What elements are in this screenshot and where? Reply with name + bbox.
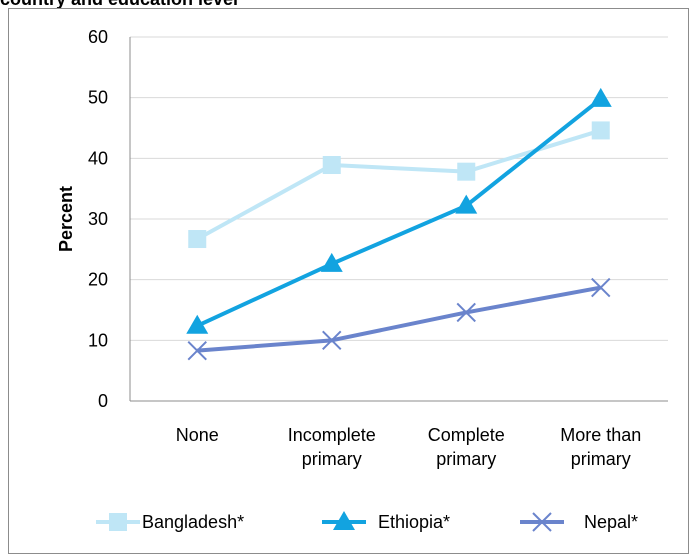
data-point: [188, 230, 207, 249]
data-point: [591, 277, 611, 298]
data-point: [455, 194, 478, 214]
data-point: [589, 87, 612, 107]
y-tick-label: 20: [88, 270, 108, 290]
chart-frame: [8, 8, 689, 554]
data-point: [322, 156, 341, 175]
data-point: [320, 252, 343, 272]
series-line: [196, 97, 602, 328]
y-tick-label: 60: [88, 27, 108, 47]
x-tick-label-line: primary: [436, 449, 496, 469]
x-tick-label-line: Complete: [428, 425, 505, 445]
y-tick-label: 50: [88, 88, 108, 108]
y-tick-label: 30: [88, 209, 108, 229]
series-markers: [186, 87, 612, 361]
x-tick-label: None: [176, 425, 219, 445]
y-tick-label: 10: [88, 330, 108, 350]
legend-label: Ethiopia*: [378, 512, 450, 532]
data-point: [186, 314, 209, 334]
series-line: [197, 285, 602, 353]
axes: 0 10 20 30 40 50 60 Percent None Incomplete primar…: [56, 27, 668, 469]
data-point: [322, 330, 342, 351]
legend-marker: [532, 512, 552, 532]
series-lines: [196, 97, 602, 353]
data-point: [187, 340, 207, 361]
data-point: [457, 162, 476, 181]
data-point: [456, 302, 476, 323]
y-tick-label: 0: [98, 391, 108, 411]
legend-marker: [109, 513, 127, 531]
chart-title: country and education level: [0, 0, 238, 8]
x-tick-label-line: More than: [560, 425, 641, 445]
x-tick-label: More than primary: [560, 425, 641, 469]
x-tick-label-line: None: [176, 425, 219, 445]
legend-marker: [333, 511, 355, 530]
y-tick-label: 40: [88, 148, 108, 168]
x-tick-label-line: primary: [302, 449, 362, 469]
data-point: [591, 121, 610, 140]
legend-label: Bangladesh*: [142, 512, 244, 532]
gridlines: [130, 36, 668, 341]
x-tick-label-line: Incomplete: [288, 425, 376, 445]
x-tick-label-line: primary: [571, 449, 631, 469]
x-tick-label: Complete primary: [428, 425, 505, 469]
y-axis-label: Percent: [56, 186, 76, 252]
legend: Bangladesh* Ethiopia* Nepal*: [96, 511, 638, 532]
x-tick-label: Incomplete primary: [288, 425, 376, 469]
legend-label: Nepal*: [584, 512, 638, 532]
